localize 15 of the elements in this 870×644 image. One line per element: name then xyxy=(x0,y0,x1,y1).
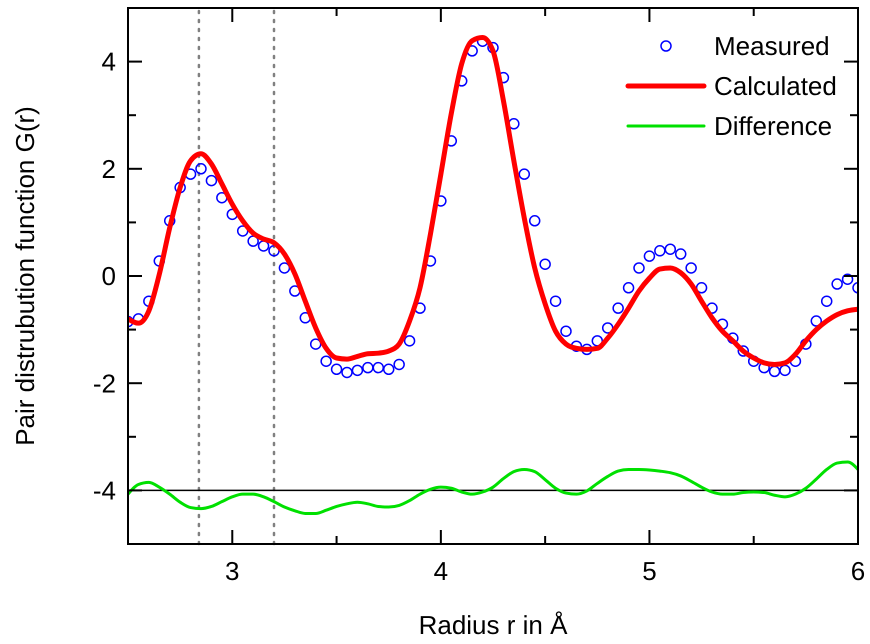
y-tick-label: -2 xyxy=(92,368,116,398)
y-tick-label: 0 xyxy=(102,261,116,292)
y-axis-title: Pair distrubution function G(r) xyxy=(10,106,40,446)
y-tick-label: 2 xyxy=(102,154,116,184)
legend-label: Difference xyxy=(714,111,832,142)
x-tick-label: 3 xyxy=(225,556,240,586)
legend-label: Calculated xyxy=(714,71,837,102)
line-series xyxy=(128,460,858,515)
x-tick-label: 6 xyxy=(850,556,866,586)
y-tick-label: -4 xyxy=(92,476,116,506)
x-axis-title: Radius r in Å xyxy=(418,610,568,640)
legend-label: Measured xyxy=(714,31,830,62)
x-tick-label: 5 xyxy=(642,556,657,586)
y-tick-label: 4 xyxy=(102,46,116,77)
x-tick-label: 4 xyxy=(434,556,448,586)
